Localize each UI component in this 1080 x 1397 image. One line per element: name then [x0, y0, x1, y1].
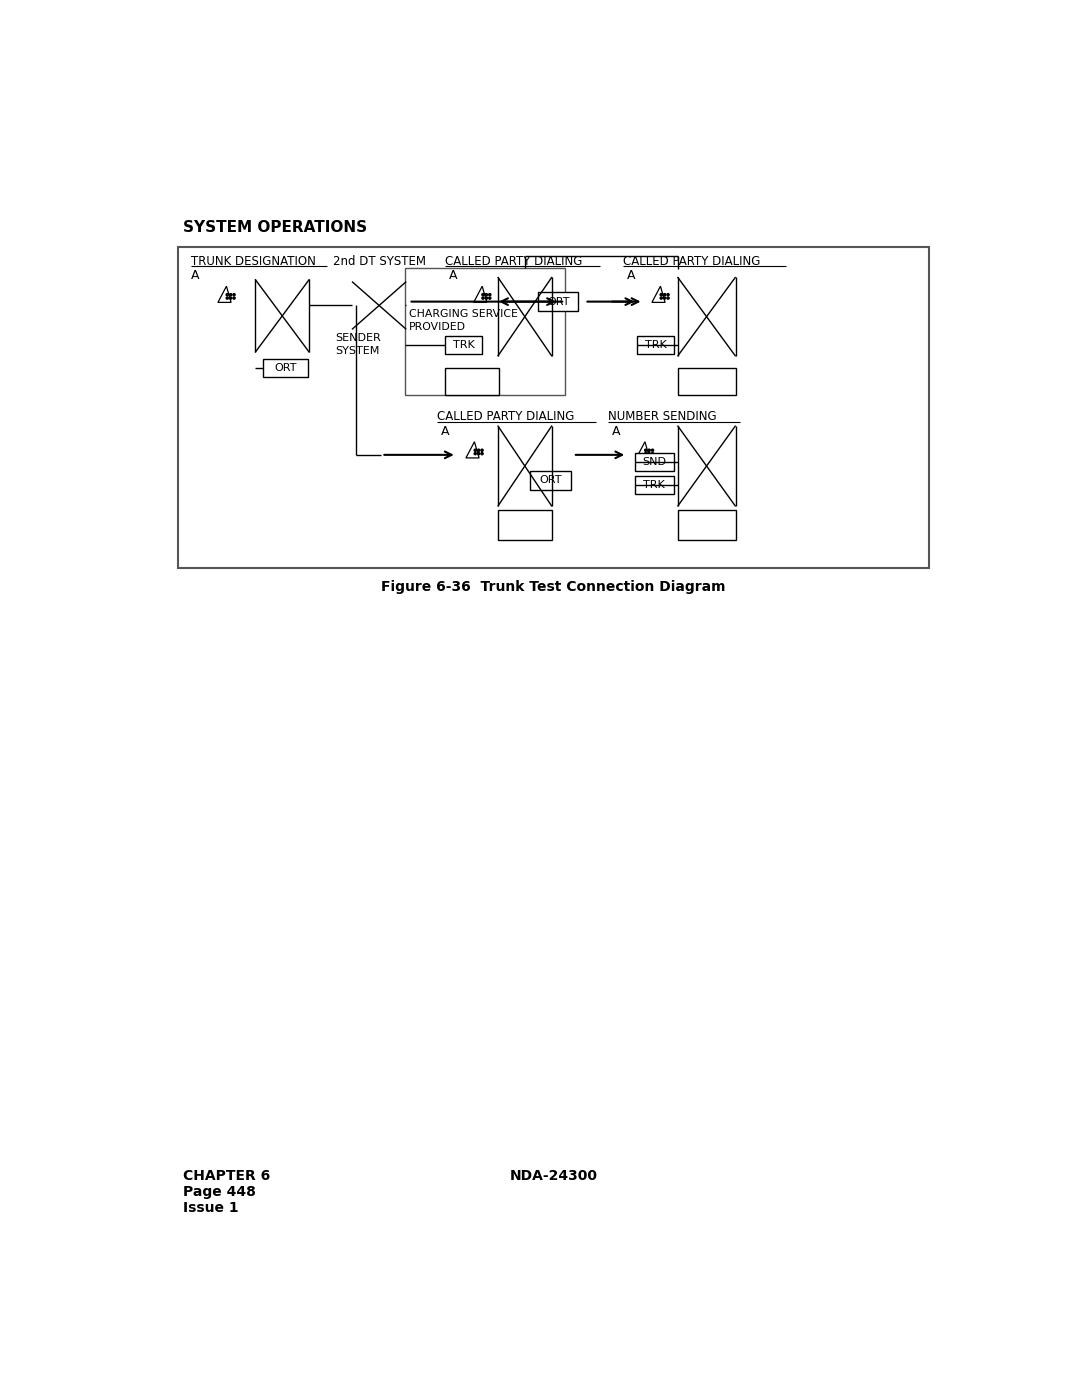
Circle shape	[651, 453, 653, 454]
Circle shape	[474, 450, 476, 451]
Text: CHARGING SERVICE: CHARGING SERVICE	[408, 309, 517, 319]
Bar	[262, 359, 308, 377]
Text: PROVIDED: PROVIDED	[408, 321, 465, 331]
Circle shape	[663, 298, 665, 299]
Circle shape	[660, 293, 662, 296]
Text: ORT: ORT	[539, 475, 562, 485]
Bar	[637, 335, 674, 353]
Circle shape	[645, 453, 647, 454]
Text: TRUNK DESIGNATION: TRUNK DESIGNATION	[191, 254, 315, 268]
Text: TRK: TRK	[453, 339, 474, 349]
Text: ORT: ORT	[274, 363, 297, 373]
Circle shape	[663, 293, 665, 296]
Circle shape	[230, 298, 232, 299]
Bar	[635, 475, 674, 495]
Bar	[677, 367, 735, 395]
Circle shape	[233, 293, 235, 296]
Text: Figure 6-36  Trunk Test Connection Diagram: Figure 6-36 Trunk Test Connection Diagra…	[381, 580, 726, 594]
Circle shape	[648, 450, 650, 451]
Text: NDA-24300: NDA-24300	[510, 1169, 597, 1183]
Text: A: A	[611, 425, 620, 437]
Text: CALLED PARTY DIALING: CALLED PARTY DIALING	[445, 254, 582, 268]
Text: A: A	[191, 270, 200, 282]
Circle shape	[645, 450, 647, 451]
Bar	[405, 268, 565, 395]
Circle shape	[481, 450, 483, 451]
Circle shape	[667, 293, 670, 296]
Text: SENDER: SENDER	[335, 334, 381, 344]
Text: 2nd DT SYSTEM: 2nd DT SYSTEM	[333, 254, 426, 268]
Circle shape	[489, 293, 491, 296]
Circle shape	[482, 298, 484, 299]
Bar	[677, 510, 735, 539]
Circle shape	[474, 453, 476, 454]
Circle shape	[477, 450, 480, 451]
Text: TRK: TRK	[644, 481, 665, 490]
Text: SYSTEM OPERATIONS: SYSTEM OPERATIONS	[183, 219, 367, 235]
Circle shape	[648, 453, 650, 454]
Text: CALLED PARTY DIALING: CALLED PARTY DIALING	[623, 254, 760, 268]
Bar	[445, 367, 499, 395]
Circle shape	[482, 293, 484, 296]
Circle shape	[667, 298, 670, 299]
Bar	[498, 510, 552, 539]
Bar	[538, 292, 578, 312]
Text: SND: SND	[643, 457, 666, 467]
Circle shape	[230, 293, 232, 296]
Circle shape	[660, 298, 662, 299]
Text: A: A	[449, 270, 457, 282]
Circle shape	[481, 453, 483, 454]
Text: SYSTEM: SYSTEM	[335, 346, 379, 356]
Circle shape	[485, 298, 487, 299]
Text: TRK: TRK	[645, 339, 666, 349]
Circle shape	[226, 298, 228, 299]
Circle shape	[489, 298, 491, 299]
Text: NUMBER SENDING: NUMBER SENDING	[608, 411, 716, 423]
Text: A: A	[441, 425, 449, 437]
Text: ORT: ORT	[546, 296, 569, 306]
Text: CALLED PARTY DIALING: CALLED PARTY DIALING	[437, 411, 575, 423]
Text: CHAPTER 6
Page 448
Issue 1: CHAPTER 6 Page 448 Issue 1	[183, 1169, 270, 1215]
Bar	[530, 471, 570, 489]
Bar	[177, 247, 930, 569]
Circle shape	[477, 453, 480, 454]
Circle shape	[651, 450, 653, 451]
Circle shape	[485, 293, 487, 296]
Bar	[635, 453, 674, 471]
Circle shape	[233, 298, 235, 299]
Circle shape	[226, 293, 228, 296]
Bar	[445, 335, 482, 353]
Text: A: A	[627, 270, 636, 282]
